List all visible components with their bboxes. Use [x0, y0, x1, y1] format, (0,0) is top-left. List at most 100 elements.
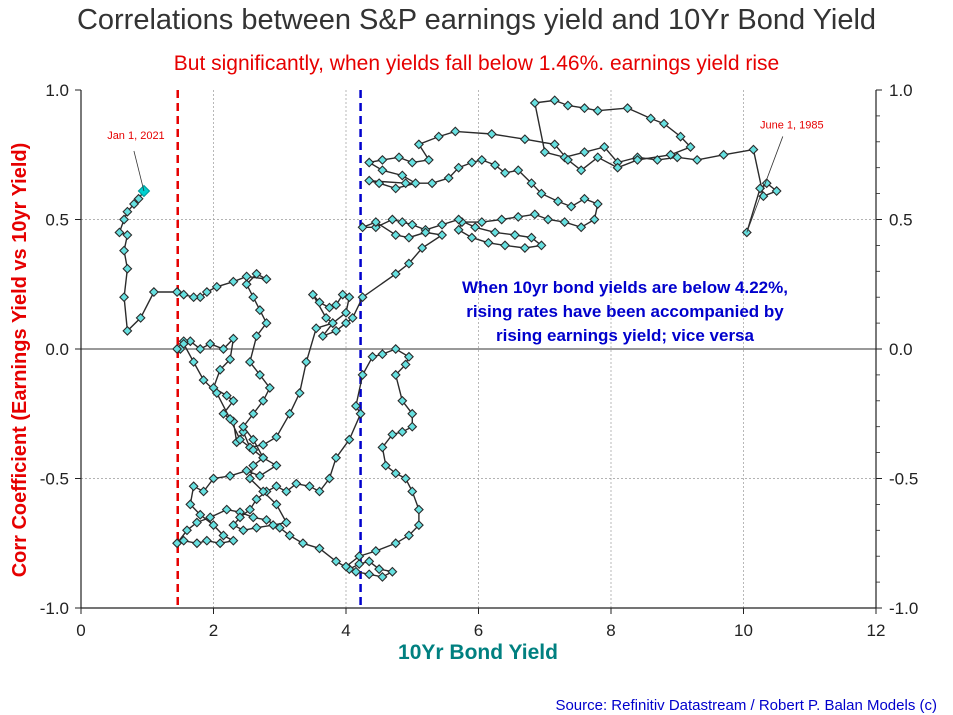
data-point	[357, 222, 368, 233]
data-point	[612, 162, 623, 173]
data-point	[297, 538, 308, 549]
data-point	[172, 538, 183, 549]
data-point	[403, 351, 414, 362]
data-point	[397, 170, 408, 181]
source-credit: Source: Refinitiv Datastream / Robert P.…	[555, 697, 937, 714]
data-point	[413, 520, 424, 531]
data-point	[258, 452, 269, 463]
data-point	[122, 230, 133, 241]
data-point	[341, 307, 351, 318]
data-point	[135, 312, 146, 323]
data-point	[211, 281, 222, 292]
data-point	[500, 167, 510, 178]
data-point	[433, 131, 444, 142]
data-point	[198, 375, 209, 386]
data-point	[466, 157, 477, 168]
data-point	[579, 193, 590, 204]
data-point	[513, 211, 524, 222]
data-point	[188, 356, 199, 367]
data-point	[314, 297, 325, 308]
data-point	[188, 292, 199, 303]
data-point	[215, 364, 226, 375]
data-point	[490, 227, 501, 238]
data-point	[364, 175, 375, 186]
data-point	[284, 408, 295, 419]
data-point	[254, 369, 265, 380]
y-tick-label-left: -1.0	[40, 599, 69, 618]
data-point	[241, 271, 252, 282]
data-point	[344, 434, 355, 445]
data-point	[354, 551, 365, 562]
data-point	[225, 354, 236, 365]
data-point	[576, 165, 587, 176]
data-point	[307, 289, 318, 300]
data-point	[407, 157, 418, 168]
data-point	[294, 388, 305, 399]
data-point	[476, 217, 487, 228]
data-point	[119, 245, 130, 256]
y-axis-label: Corr Coefficient (Earnings Yield vs 10yr…	[9, 143, 31, 578]
data-point	[235, 512, 245, 523]
data-point	[218, 344, 229, 354]
y-tick-label-right: 1.0	[889, 81, 913, 100]
data-point	[271, 499, 282, 510]
data-point	[178, 289, 189, 300]
data-point	[397, 395, 408, 406]
data-point	[228, 276, 239, 287]
data-point	[261, 274, 272, 285]
data-point	[208, 473, 219, 484]
data-point	[407, 219, 418, 230]
data-point	[387, 566, 398, 577]
data-point	[228, 333, 239, 344]
data-point	[692, 154, 703, 165]
data-point	[685, 142, 696, 152]
data-point	[410, 178, 421, 189]
threshold-lines	[176, 90, 362, 608]
data-point	[225, 413, 236, 424]
data-point	[443, 173, 454, 184]
data-point	[218, 530, 229, 541]
data-point	[579, 147, 590, 158]
data-point	[281, 517, 292, 528]
data-point	[208, 520, 219, 531]
x-tick-label: 6	[474, 621, 483, 640]
annotation-leader	[746, 136, 784, 233]
data-point	[526, 232, 537, 243]
y-tick-label-right: 0.5	[889, 211, 913, 230]
data-point	[218, 408, 229, 419]
data-point	[437, 219, 448, 230]
data-point	[195, 344, 206, 354]
data-point	[331, 299, 342, 310]
annotation-leader	[133, 150, 145, 192]
data-point	[331, 452, 342, 463]
chart-note: When 10yr bond yields are below 4.22%, r…	[462, 278, 788, 345]
data-point	[248, 408, 259, 419]
data-point	[191, 538, 202, 549]
data-point	[427, 178, 438, 189]
data-point	[559, 217, 570, 228]
data-point	[407, 486, 418, 497]
data-point	[403, 232, 414, 243]
data-point	[122, 325, 133, 336]
data-point	[529, 97, 540, 108]
x-tick-label: 0	[76, 621, 85, 640]
data-point	[248, 292, 259, 303]
data-point	[718, 149, 729, 160]
data-point	[417, 243, 428, 253]
data-point	[355, 408, 366, 419]
data-point	[536, 188, 547, 199]
data-point	[579, 103, 590, 114]
data-point	[119, 292, 130, 303]
data-point	[374, 564, 385, 575]
data-point	[331, 325, 342, 336]
data-point	[566, 201, 577, 212]
data-point	[387, 214, 398, 225]
data-point	[235, 434, 245, 445]
annotations: Jan 1, 2021 June 1, 1985	[107, 119, 824, 233]
data-point	[244, 473, 255, 484]
data-point	[549, 95, 560, 106]
data-point	[221, 504, 232, 515]
data-point	[314, 543, 325, 554]
data-point	[390, 230, 401, 241]
